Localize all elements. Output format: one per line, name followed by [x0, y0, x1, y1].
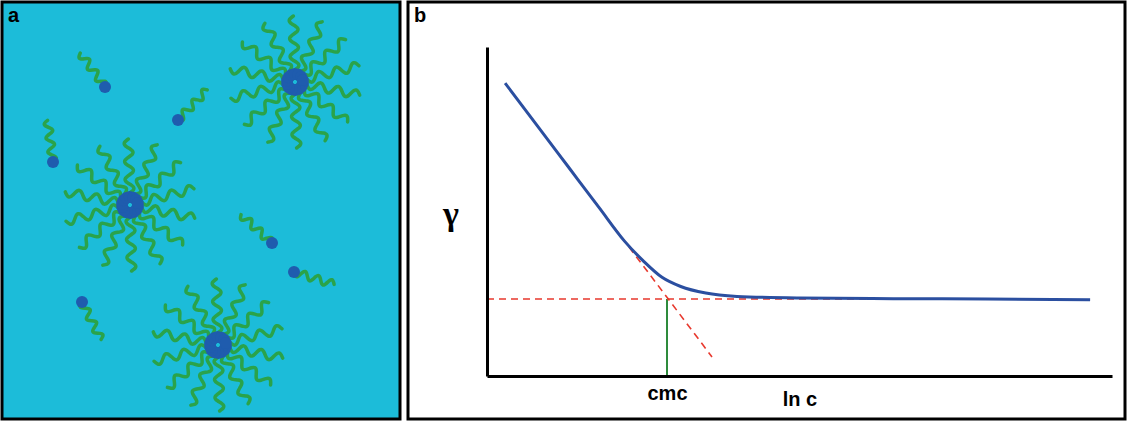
panel-letter: a [8, 4, 20, 26]
surfactant-tail [263, 23, 292, 71]
surfactant-tail [186, 286, 215, 334]
panel-a: a [2, 2, 400, 419]
surfactant-tail [231, 82, 283, 102]
surfactant-tail [98, 146, 127, 194]
surfactant-tail [240, 215, 272, 243]
surfactant-tail [221, 356, 250, 404]
tick-mark [666, 299, 668, 376]
surfactant-head [220, 337, 232, 349]
y-axis [487, 48, 488, 377]
surfactant-tail [291, 94, 301, 148]
x-axis-line [488, 375, 1113, 378]
surfactant-tail [124, 139, 134, 193]
y-axis-line [486, 48, 489, 377]
surfactant-tail [126, 217, 136, 271]
x-axis-title: ln c [783, 388, 817, 410]
panel-b: b cmc ln c γ [408, 2, 1125, 419]
surfactant-head [288, 266, 300, 278]
surfactant-head [47, 156, 59, 168]
surfactant-tail [154, 345, 206, 365]
surfactant-head [297, 74, 309, 86]
surfactant-tail [44, 120, 56, 162]
panel-background [2, 2, 400, 419]
surface-tension-curve [505, 83, 1090, 299]
surfactant-tail [212, 279, 222, 333]
tick: cmc [647, 382, 687, 404]
surfactant-head [99, 81, 111, 93]
surfactant-tail [294, 271, 334, 285]
surfactant-tail [289, 16, 299, 70]
surfactant-head [76, 296, 88, 308]
surfactant-tail [298, 93, 327, 141]
surfactant-tail [133, 216, 162, 264]
surfactant-tail [307, 63, 359, 83]
y-axis-title: γ [442, 195, 459, 232]
panel-letter: b [414, 4, 426, 26]
surfactant-head [172, 114, 184, 126]
surfactant-tail [142, 186, 194, 206]
surfactant-head [266, 237, 278, 249]
plot-area [487, 83, 1090, 376]
surfactant-head [132, 197, 144, 209]
tick-label: cmc [647, 382, 687, 404]
surfactant-tail [66, 205, 118, 225]
figure: a b cmc ln c γ [0, 0, 1128, 421]
micelle [153, 279, 282, 411]
micelle [230, 16, 359, 148]
micelle [65, 139, 194, 271]
surfactant-tail [214, 357, 224, 411]
surfactant-tail [230, 326, 282, 346]
panel-background [408, 2, 1125, 419]
